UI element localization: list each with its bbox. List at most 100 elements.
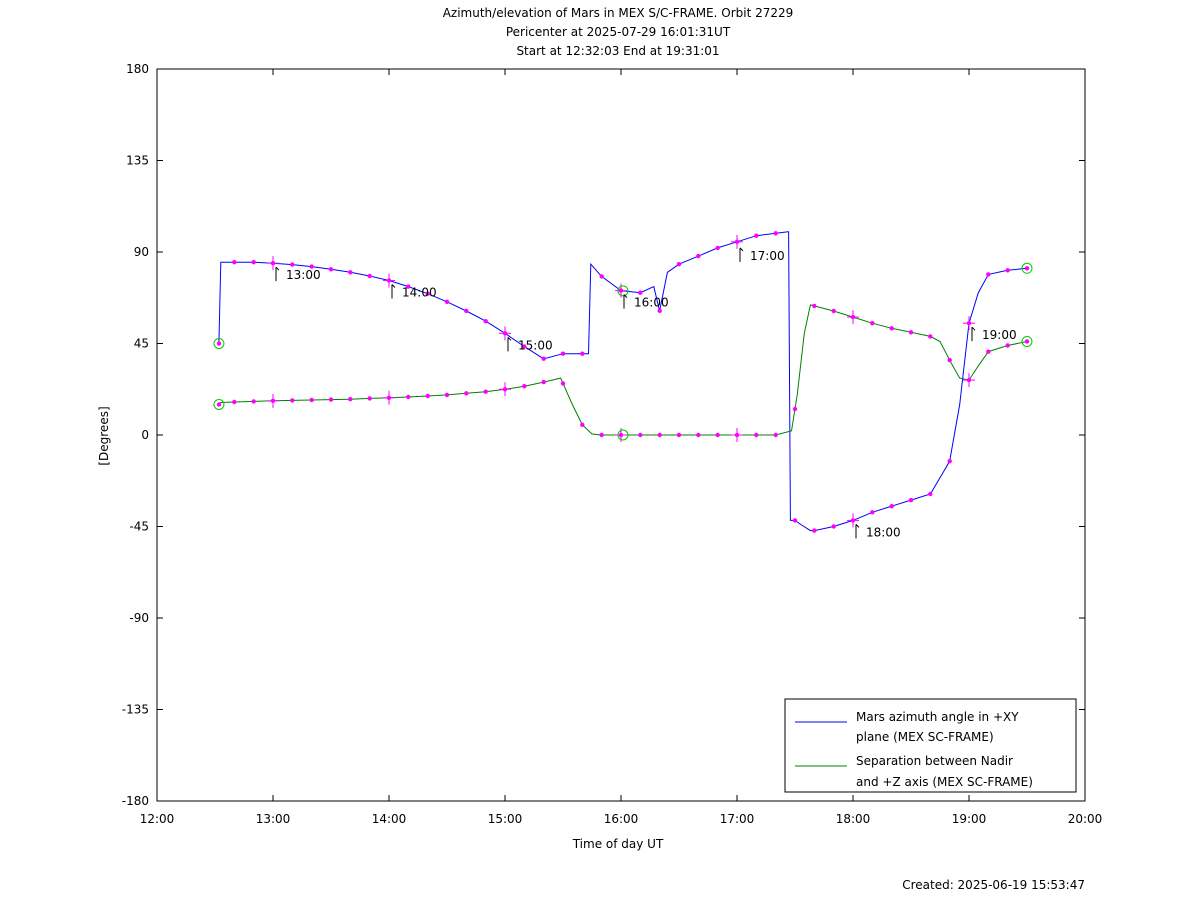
y-axis-label: [Degrees] [97,406,111,465]
time-labels: 13:00 14:00 15:00 16:00 17:00 18:00 19:00 [275,247,1017,539]
endpoint-circle [213,399,225,410]
azimuth-series-line [218,231,1028,532]
x-tick-label: 14:00 [372,812,407,826]
data-marker [251,399,256,404]
time-label-arrow [855,524,860,528]
data-marker [367,273,372,279]
time-label: 17:00 [750,249,785,263]
legend: Mars azimuth angle in +XY plane (MEX SC-… [784,698,1077,793]
data-marker [812,303,817,309]
data-marker [831,308,836,314]
data-marker [696,432,701,438]
data-marker [947,357,952,363]
data-marker [309,397,314,403]
data-marker [367,396,372,401]
data-marker [792,518,798,523]
x-tick-label: 18:00 [836,812,871,826]
data-marker [580,422,585,427]
data-marker [464,308,469,314]
data-marker [406,394,411,400]
chart-title: Azimuth/elevation of Mars in MEX S/C-FRA… [443,6,794,20]
data-marker [657,432,662,438]
separation-series-line [218,304,1028,436]
data-marker [348,270,353,275]
data-marker [754,233,759,238]
chart-subtitle-2: Start at 12:32:03 End at 19:31:01 [516,44,719,58]
y-tick-label: -45 [129,520,149,534]
data-marker [928,334,933,339]
data-marker [522,344,527,349]
data-marker [1005,268,1010,273]
endpoint-marker [1024,339,1030,344]
x-tick-label: 20:00 [1068,812,1103,826]
time-label-arrow [507,336,512,341]
endpoint-circle [1021,335,1033,347]
data-marker [754,432,759,438]
data-marker [1005,343,1010,348]
x-axis-label: Time of day UT [572,837,664,851]
data-marker [812,528,817,533]
data-marker [773,432,778,438]
data-marker [599,274,604,279]
legend-label-azimuth-1: Mars azimuth angle in +XY [856,710,1019,724]
pericenter-circle [617,429,629,441]
data-marker [831,524,836,529]
time-label-arrow [971,326,976,331]
time-label-arrow [391,284,396,288]
data-marker [232,260,237,265]
series-group [213,231,1033,533]
data-marker [541,356,546,361]
x-tick-label: 17:00 [720,812,755,826]
data-marker [251,260,256,265]
pericenter-circle [617,285,629,297]
data-marker [676,262,682,267]
endpoint-marker [216,402,222,407]
time-label: 18:00 [866,525,901,539]
time-label-arrow [275,266,280,271]
data-marker [541,379,546,385]
data-marker [425,291,430,296]
endpoint-marker [1024,266,1030,271]
data-marker [464,391,469,396]
data-marker [290,398,295,403]
data-marker [522,384,527,389]
data-marker [560,351,566,356]
y-tick-label: 90 [134,245,149,259]
time-label: 14:00 [402,285,437,299]
data-marker [947,459,952,464]
time-label: 13:00 [286,268,321,282]
time-label-arrow [739,247,744,252]
data-marker [328,397,334,402]
data-marker [309,264,314,269]
endpoint-marker [216,341,222,346]
y-tick-label: 45 [134,337,149,351]
data-marker [638,432,643,438]
data-marker [599,432,604,438]
data-marker [715,432,720,438]
data-marker [425,393,430,399]
x-tick-label: 15:00 [488,812,523,826]
data-marker [560,381,566,386]
data-marker [986,272,991,277]
data-marker [889,504,894,509]
data-marker [483,389,488,394]
endpoint-circle [213,338,225,349]
data-marker [328,267,334,272]
data-marker [986,349,991,354]
legend-label-separation-1: Separation between Nadir [856,754,1013,768]
data-marker [715,245,720,251]
data-marker [773,231,778,236]
time-label-arrow [623,294,628,298]
legend-box [784,698,1077,793]
data-marker [696,253,701,259]
data-marker [290,262,295,267]
data-marker [348,397,353,402]
data-marker [657,308,662,313]
chart-subtitle-1: Pericenter at 2025-07-29 16:01:31UT [506,25,731,39]
time-label: 15:00 [518,338,553,352]
y-tick-label: 180 [126,62,149,76]
data-marker [908,497,914,503]
x-tick-label: 19:00 [952,812,987,826]
legend-label-azimuth-2: plane (MEX SC-FRAME) [856,730,994,744]
endpoint-circle [1021,262,1033,274]
